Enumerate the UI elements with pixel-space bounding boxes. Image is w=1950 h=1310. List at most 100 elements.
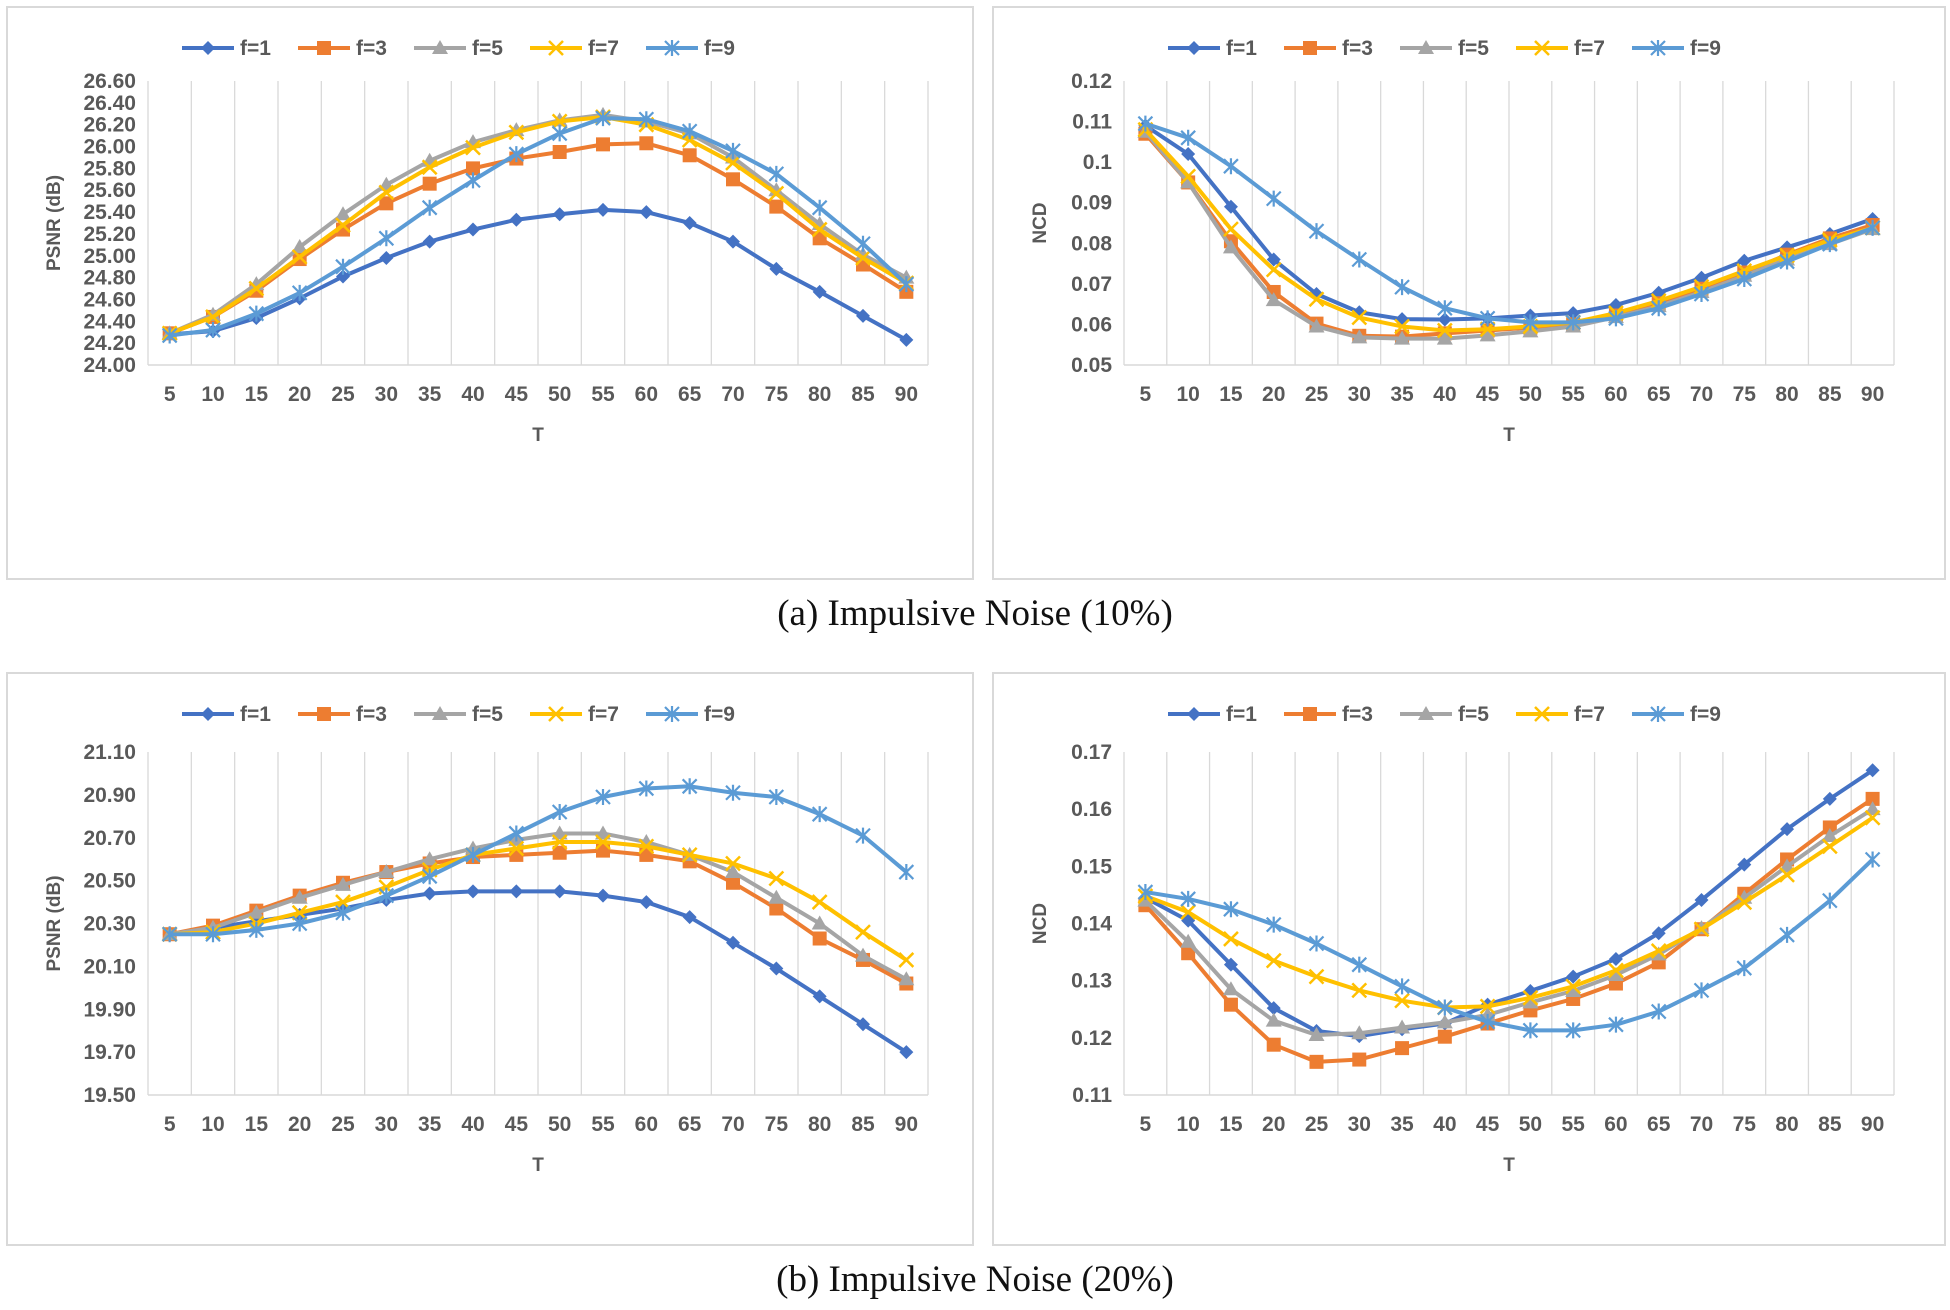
legend-item: f=9: [646, 703, 735, 726]
series-f=5: [1137, 801, 1881, 1041]
legend-label: f=9: [1690, 703, 1721, 726]
data-point: [1864, 219, 1881, 236]
data-point: [551, 825, 568, 840]
y-tick-label: 0.11: [1072, 1084, 1112, 1107]
legend-label: f=1: [1226, 703, 1257, 726]
data-point: [466, 161, 480, 176]
data-point: [421, 851, 438, 866]
series-line: [1144, 816, 1874, 1010]
data-point: [1522, 1022, 1539, 1039]
data-point: [1181, 946, 1196, 961]
y-axis-label: NCD: [1030, 903, 1051, 944]
data-point: [292, 907, 307, 922]
data-point: [1180, 168, 1197, 185]
data-point: [595, 825, 611, 840]
data-point: [1479, 1013, 1496, 1030]
x-tick-label: 15: [1219, 383, 1243, 406]
x-tick-label: 10: [201, 383, 224, 406]
data-point: [681, 123, 698, 140]
legend-marker: [1534, 40, 1550, 56]
y-tick-label: 0.12: [1071, 70, 1112, 93]
data-point: [1266, 252, 1281, 267]
data-point: [335, 217, 351, 234]
data-point: [1265, 1012, 1282, 1027]
y-tick-label: 24.80: [83, 267, 136, 290]
data-point: [336, 269, 350, 284]
data-point: [639, 136, 654, 151]
data-point: [1650, 946, 1667, 961]
data-point: [898, 276, 915, 293]
data-point: [552, 845, 567, 860]
data-point: [1650, 1003, 1667, 1020]
data-point: [1607, 966, 1624, 981]
data-point: [1522, 989, 1539, 1006]
legend-label: f=5: [472, 703, 503, 726]
y-tick-label: 25.20: [83, 223, 136, 246]
y-tick-label: 20.70: [83, 827, 136, 850]
legend-marker: [1187, 707, 1201, 721]
legend-marker: [548, 40, 564, 56]
data-point: [1223, 901, 1239, 918]
data-point: [1437, 1029, 1452, 1044]
y-tick-label: 0.12: [1071, 1027, 1112, 1050]
data-point: [1780, 822, 1795, 837]
series-line: [1144, 807, 1874, 1037]
gridlines: [1123, 81, 1895, 365]
legend-marker: [432, 40, 448, 54]
data-point: [1308, 968, 1325, 985]
series-line: [169, 840, 908, 962]
x-tick-label: 85: [1818, 1113, 1842, 1136]
data-point: [726, 234, 740, 249]
legend-item: f=3: [1284, 703, 1373, 726]
legend-marker: [1534, 706, 1550, 722]
data-point: [335, 876, 351, 891]
x-tick-label: 75: [1733, 383, 1757, 406]
x-tick-label: 40: [461, 1113, 484, 1136]
data-point: [1308, 223, 1325, 240]
x-tick-label: 5: [164, 1113, 176, 1136]
x-tick-label: 35: [1390, 1113, 1414, 1136]
data-point: [1608, 1016, 1624, 1033]
data-point: [725, 864, 741, 879]
series-line: [169, 784, 908, 937]
data-point: [1222, 239, 1239, 254]
data-point: [1265, 292, 1282, 307]
legend-label: f=7: [588, 37, 619, 60]
ncd-chart-10pct: 0.05 0.06 0.07 0.08 0.09 0.1 0.11 0.12 5 10 15 20 25…: [992, 6, 1946, 580]
y-tick-label: 0.14: [1071, 913, 1112, 936]
y-tick-label: 0.05: [1071, 354, 1112, 377]
data-point: [595, 110, 611, 127]
legend-marker: [1303, 41, 1317, 55]
chart-svg: 0.05 0.06 0.07 0.08 0.09 0.1 0.11 0.12 5 10 15 20 25…: [1030, 37, 1895, 446]
y-tick-label: 26.40: [83, 92, 136, 115]
x-tick-label: 35: [1390, 383, 1414, 406]
y-tick-label: 19.50: [83, 1084, 136, 1107]
data-point: [161, 926, 178, 943]
series-line: [169, 831, 908, 981]
x-tick-label: 90: [895, 1113, 918, 1136]
x-tick-label: 45: [505, 383, 529, 406]
data-point: [1608, 310, 1624, 327]
data-point: [898, 971, 915, 986]
data-point: [1351, 251, 1368, 268]
data-point: [1437, 300, 1453, 317]
data-point: [725, 155, 741, 171]
data-point: [768, 165, 785, 182]
y-tick-label: 0.15: [1071, 855, 1112, 878]
x-tick-label: 40: [1433, 1113, 1456, 1136]
data-point: [205, 926, 221, 943]
x-tick-label: 80: [1775, 383, 1798, 406]
data-point: [1565, 1022, 1581, 1039]
legend-item: f=9: [646, 37, 735, 60]
data-point: [1351, 982, 1368, 999]
data-point: [1266, 1001, 1281, 1016]
data-point: [1180, 933, 1197, 948]
data-point: [1479, 321, 1496, 338]
legend-item: f=7: [530, 703, 619, 726]
data-point: [1308, 1026, 1325, 1041]
data-point: [596, 137, 610, 152]
data-point: [291, 239, 308, 254]
data-point: [855, 827, 871, 844]
data-point: [508, 825, 525, 842]
data-point: [421, 199, 438, 216]
